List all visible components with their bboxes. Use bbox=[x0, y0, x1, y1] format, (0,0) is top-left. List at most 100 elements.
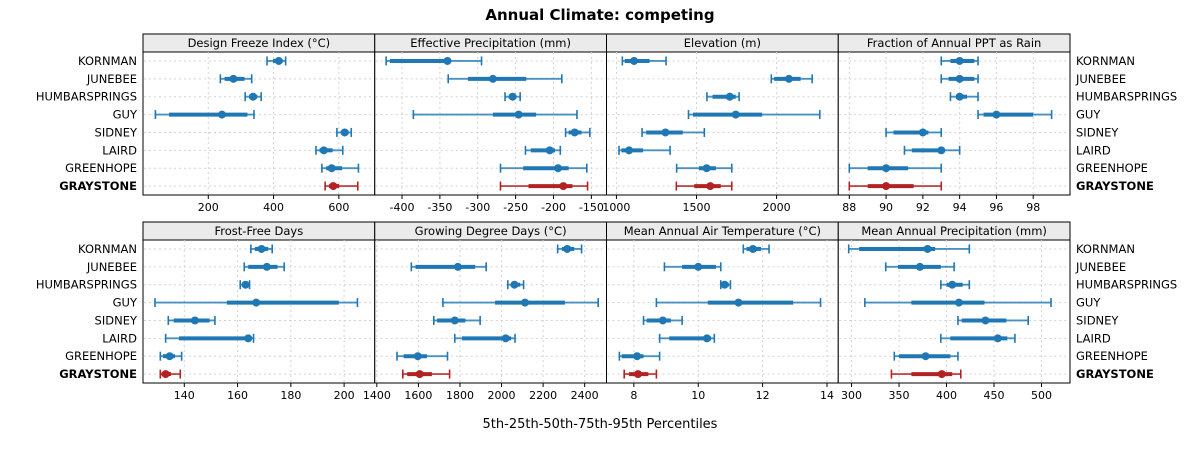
median-dot bbox=[521, 298, 530, 307]
axis-tick-label: 450 bbox=[984, 389, 1005, 402]
site-label-right: LAIRD bbox=[1076, 331, 1111, 345]
site-label-left: GREENHOPE bbox=[65, 161, 137, 175]
site-label-left: SIDNEY bbox=[95, 313, 138, 327]
median-dot bbox=[262, 262, 271, 271]
panel-body bbox=[142, 239, 376, 384]
median-dot bbox=[720, 280, 729, 289]
site-label-left: GRAYSTONE bbox=[59, 179, 137, 193]
panel-header-title: Mean Annual Precipitation (mm) bbox=[861, 224, 1047, 238]
site-label-right: GREENHOPE bbox=[1076, 349, 1148, 363]
median-dot bbox=[915, 262, 924, 271]
median-dot bbox=[252, 298, 261, 307]
axis-tick-label: 2200 bbox=[529, 389, 557, 402]
median-dot bbox=[257, 244, 266, 253]
axis-tick-label: 96 bbox=[989, 201, 1003, 214]
site-label-right: HUMBARSPRINGS bbox=[1076, 90, 1177, 104]
median-dot bbox=[661, 128, 670, 137]
median-dot bbox=[923, 244, 932, 253]
median-dot bbox=[274, 56, 283, 65]
median-dot bbox=[217, 110, 226, 119]
median-dot bbox=[319, 146, 328, 155]
site-label-right: HUMBARSPRINGS bbox=[1076, 278, 1177, 292]
axis-tick-label: -250 bbox=[503, 201, 528, 214]
site-label-left: HUMBARSPRINGS bbox=[36, 278, 137, 292]
axis-tick-label: -400 bbox=[390, 201, 415, 214]
median-dot bbox=[443, 56, 452, 65]
median-dot bbox=[992, 110, 1001, 119]
median-dot bbox=[731, 110, 740, 119]
median-dot bbox=[784, 74, 793, 83]
axis-tick-label: 2000 bbox=[488, 389, 516, 402]
site-label-right: SIDNEY bbox=[1076, 313, 1119, 327]
axis-tick-label: 500 bbox=[1031, 389, 1052, 402]
median-dot bbox=[563, 244, 572, 253]
site-label-left: GUY bbox=[113, 296, 138, 310]
panel-body bbox=[374, 239, 607, 384]
median-dot bbox=[993, 334, 1002, 343]
panel-header-title: Mean Annual Air Temperature (°C) bbox=[624, 224, 821, 238]
panel-body bbox=[837, 239, 1071, 384]
median-dot bbox=[748, 244, 757, 253]
panel-header-title: Frost-Free Days bbox=[215, 224, 304, 238]
axis-tick-label: 1500 bbox=[683, 201, 711, 214]
median-dot bbox=[918, 128, 927, 137]
panel-body bbox=[837, 51, 1071, 196]
median-dot bbox=[981, 316, 990, 325]
site-label-right: SIDNEY bbox=[1076, 125, 1119, 139]
median-dot bbox=[229, 74, 238, 83]
median-dot bbox=[702, 334, 711, 343]
axis-tick-label: 94 bbox=[953, 201, 967, 214]
median-dot bbox=[340, 128, 349, 137]
panel-header-title: Design Freeze Index (°C) bbox=[188, 36, 331, 50]
site-label-right: GUY bbox=[1076, 108, 1101, 122]
panel-body bbox=[374, 51, 607, 196]
panel-header-title: Elevation (m) bbox=[684, 36, 761, 50]
median-dot bbox=[510, 280, 519, 289]
axis-tick-label: 12 bbox=[756, 389, 770, 402]
median-dot bbox=[415, 370, 424, 379]
median-dot bbox=[559, 182, 568, 191]
site-label-left: HUMBARSPRINGS bbox=[36, 90, 137, 104]
site-label-left: JUNEBEE bbox=[86, 72, 137, 86]
median-dot bbox=[633, 352, 642, 361]
axis-tick-label: 140 bbox=[174, 389, 195, 402]
median-dot bbox=[453, 262, 462, 271]
median-dot bbox=[241, 280, 250, 289]
median-dot bbox=[725, 92, 734, 101]
median-dot bbox=[955, 56, 964, 65]
median-dot bbox=[244, 334, 253, 343]
median-dot bbox=[658, 316, 667, 325]
site-label-right: LAIRD bbox=[1076, 143, 1111, 157]
axis-tick-label: 1000 bbox=[602, 201, 630, 214]
site-label-left: GREENHOPE bbox=[65, 349, 137, 363]
site-label-right: GUY bbox=[1076, 296, 1101, 310]
median-dot bbox=[706, 182, 715, 191]
median-dot bbox=[161, 370, 170, 379]
axis-tick-label: -350 bbox=[427, 201, 452, 214]
site-label-right: KORNMAN bbox=[1076, 242, 1135, 256]
median-dot bbox=[948, 280, 957, 289]
axis-tick-label: 350 bbox=[889, 389, 910, 402]
axis-tick-label: 1600 bbox=[404, 389, 432, 402]
site-label-right: GRAYSTONE bbox=[1076, 367, 1154, 381]
site-label-left: KORNMAN bbox=[78, 242, 137, 256]
axis-tick-label: 400 bbox=[936, 389, 957, 402]
chart-title: Annual Climate: competing bbox=[485, 6, 715, 24]
axis-tick-label: 400 bbox=[263, 201, 284, 214]
median-dot bbox=[165, 352, 174, 361]
median-dot bbox=[702, 164, 711, 173]
axis-tick-label: 200 bbox=[334, 389, 355, 402]
percentile-caption: 5th-25th-50th-75th-95th Percentiles bbox=[482, 417, 718, 432]
panel-header-title: Effective Precipitation (mm) bbox=[410, 36, 571, 50]
axis-tick-label: 180 bbox=[280, 389, 301, 402]
median-dot bbox=[514, 110, 523, 119]
axis-tick-label: 600 bbox=[328, 201, 349, 214]
median-dot bbox=[937, 370, 946, 379]
median-dot bbox=[329, 182, 338, 191]
axis-tick-label: 88 bbox=[842, 201, 856, 214]
site-label-left: JUNEBEE bbox=[86, 260, 137, 274]
site-label-left: LAIRD bbox=[102, 143, 137, 157]
panel-header-title: Growing Degree Days (°C) bbox=[415, 224, 567, 238]
